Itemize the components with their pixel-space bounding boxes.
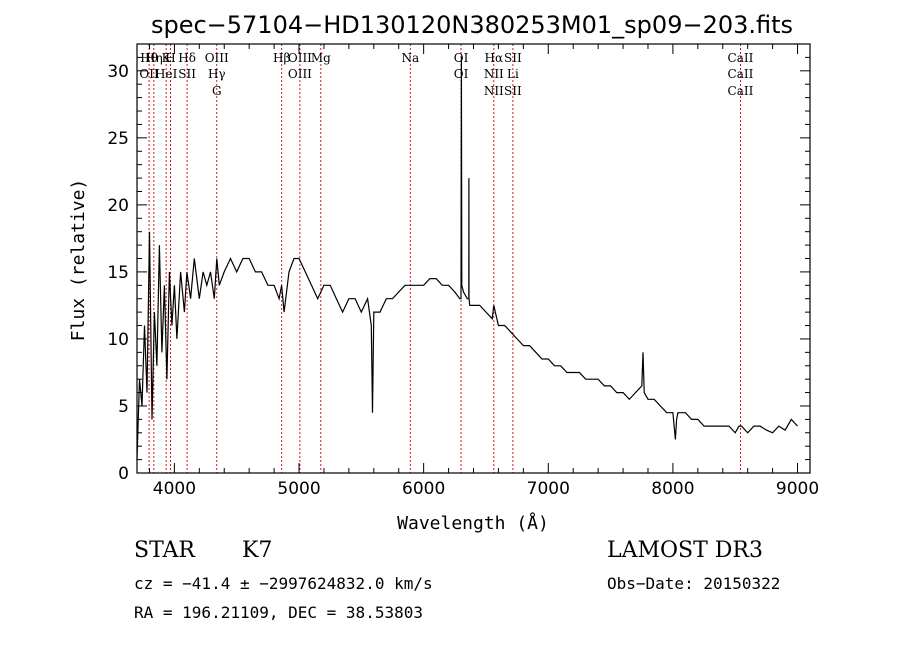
- y-tick-label: 15: [107, 263, 129, 283]
- line-label: Na: [401, 51, 419, 65]
- coordinates-readout: RA = 196.21109, DEC = 38.53803: [134, 603, 423, 622]
- line-label: G: [212, 84, 222, 98]
- y-tick-label: 0: [118, 464, 129, 484]
- line-label: CaII: [728, 84, 754, 98]
- x-tick-label: 7000: [527, 479, 570, 499]
- y-tick-label: 25: [107, 129, 129, 149]
- spectrum-series-line: [136, 57, 798, 460]
- survey-name: LAMOST DR3: [607, 538, 763, 563]
- x-tick-label: 5000: [277, 479, 320, 499]
- y-axis-label: Flux (relative): [68, 179, 89, 342]
- x-tick-label: 6000: [402, 479, 445, 499]
- chart-title: spec−57104−HD130120N380253M01_sp09−203.f…: [151, 11, 793, 39]
- y-axis-ticks: 0 5 10 15 20 25 30: [107, 43, 810, 484]
- object-type: STAR: [134, 538, 195, 563]
- line-label: OIII: [205, 51, 229, 65]
- y-tick-label: 30: [107, 62, 129, 82]
- y-tick-label: 20: [107, 196, 129, 216]
- line-label: CaII: [728, 51, 754, 65]
- subclass: K7: [242, 538, 273, 563]
- line-label: SII: [178, 67, 196, 81]
- line-label: Li: [507, 67, 519, 81]
- line-label: Hδ: [178, 51, 196, 65]
- line-label: Hη: [145, 51, 163, 65]
- line-label: CaII: [728, 67, 754, 81]
- line-label: OIII: [288, 67, 312, 81]
- x-axis-ticks: 4000 5000 6000 7000 8000 9000: [148, 44, 819, 499]
- line-label: NII: [484, 84, 504, 98]
- line-label: Hβ: [273, 51, 290, 65]
- observation-date: Obs−Date: 20150322: [607, 574, 781, 593]
- line-label: Hγ: [208, 67, 226, 81]
- x-axis-label: Wavelength (Å): [397, 512, 549, 534]
- y-tick-label: 10: [107, 330, 129, 350]
- line-label: Hα: [485, 51, 504, 65]
- line-label: OIII: [288, 51, 312, 65]
- redshift-readout: cz = −41.4 ± −2997624832.0 km/s: [134, 574, 433, 593]
- x-tick-label: 4000: [153, 479, 196, 499]
- line-label: SII: [504, 84, 522, 98]
- line-label: HeI: [155, 67, 178, 81]
- line-label: H: [165, 51, 175, 65]
- spectral-line-markers: [148, 44, 741, 473]
- line-label: K: [162, 51, 172, 65]
- y-tick-label: 5: [118, 397, 129, 417]
- x-tick-label: 8000: [651, 479, 694, 499]
- line-label: SII: [504, 51, 522, 65]
- line-label: Mg: [311, 51, 331, 65]
- x-tick-label: 9000: [776, 479, 819, 499]
- plot-frame: [136, 43, 811, 474]
- line-label: NII: [484, 67, 504, 81]
- line-label: Hθ: [140, 51, 158, 65]
